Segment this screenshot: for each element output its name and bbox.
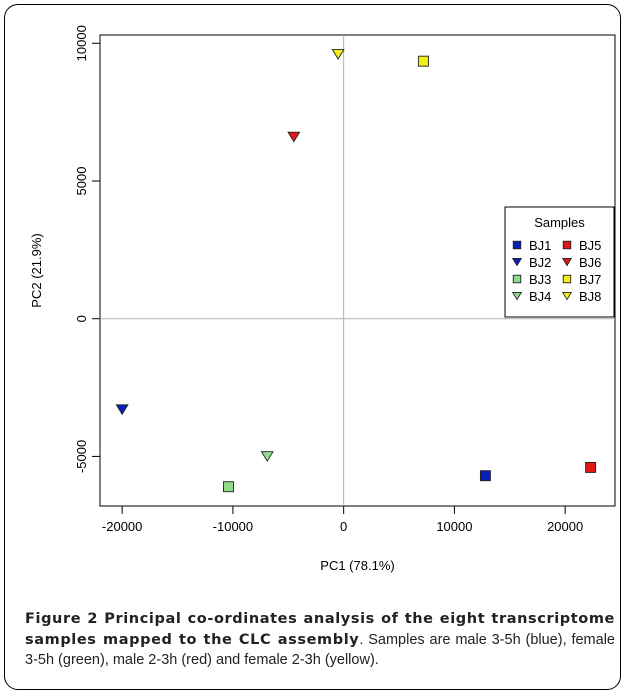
figure-caption: Figure 2 Principal co-ordinates analysis…	[25, 609, 615, 671]
data-point-bj3	[223, 481, 234, 493]
data-point-bj5	[585, 461, 597, 473]
legend-marker-bj1	[512, 240, 522, 250]
legend-label-bj7: BJ7	[579, 272, 601, 287]
pca-plot: -20000 -10000 0 10000 20000 -5000 0 5000 10000 PC…	[15, 15, 625, 585]
caption-text: . Samples are male 3-5h (blue), female 3…	[25, 631, 615, 669]
legend-marker-bj7	[562, 274, 572, 284]
data-point-bj7	[417, 55, 429, 67]
legend-marker-bj6	[561, 257, 573, 267]
legend-title: Samples	[534, 215, 585, 230]
x-tick-label: 0	[340, 519, 347, 534]
x-axis-label: PC1 (78.1%)	[320, 558, 394, 573]
legend-label-bj8: BJ8	[579, 289, 601, 304]
legend-label-bj3: BJ3	[529, 272, 551, 287]
legend-label-bj1: BJ1	[529, 238, 551, 253]
y-tick-label: -5000	[74, 440, 89, 473]
y-axis-label: PC2 (21.9%)	[29, 233, 44, 307]
x-tick-label: -10000	[213, 519, 253, 534]
plot-border	[99, 34, 616, 507]
legend-marker-bj4	[511, 291, 523, 301]
legend-label-bj6: BJ6	[579, 255, 601, 270]
legend-marker-bj3	[512, 274, 522, 284]
data-point-bj1	[479, 470, 491, 482]
figure-frame: -20000 -10000 0 10000 20000 -5000 0 5000 10000 PC…	[4, 4, 621, 690]
data-point-bj8	[331, 49, 345, 60]
legend-label-bj4: BJ4	[529, 289, 551, 304]
legend-marker-bj8	[561, 291, 573, 301]
data-point-bj6	[287, 131, 301, 143]
pca-scatter-svg: -20000 -10000 0 10000 20000 -5000 0 5000 10000 PC…	[29, 25, 616, 573]
caption-label: Figure 2 Principal co-ordinates analysis…	[25, 611, 615, 648]
data-point-bj4	[260, 451, 274, 463]
x-tick-label: 20000	[547, 519, 583, 534]
y-tick-label: 0	[74, 315, 89, 322]
legend-box	[504, 206, 615, 318]
legend-marker-bj2	[511, 257, 523, 267]
y-tick-label: 10000	[74, 25, 89, 61]
x-tick-label: 10000	[436, 519, 472, 534]
legend-label-bj5: BJ5	[579, 238, 601, 253]
x-tick-label: -20000	[102, 519, 142, 534]
legend-marker-bj5	[562, 240, 572, 250]
data-point-bj2	[115, 404, 129, 416]
y-tick-label: 5000	[74, 167, 89, 196]
legend-label-bj2: BJ2	[529, 255, 551, 270]
